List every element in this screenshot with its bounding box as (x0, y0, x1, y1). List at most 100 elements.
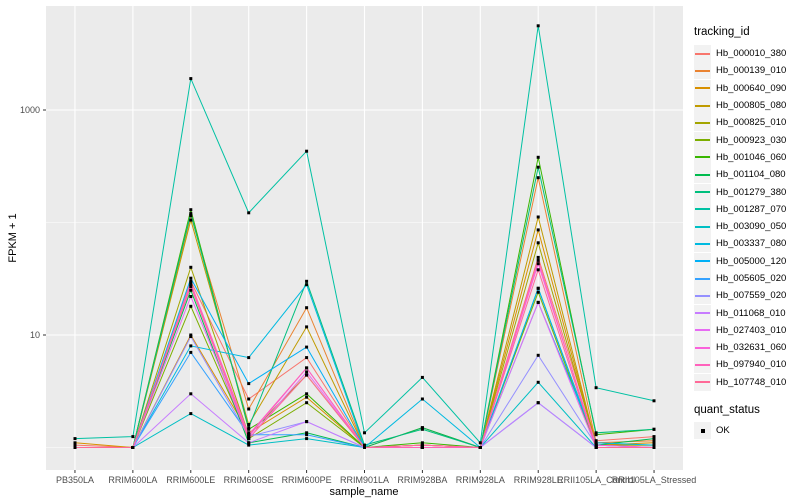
data-point (189, 335, 193, 338)
y-tick-label-1000: 1000 (19, 105, 40, 115)
x-tick-label-RRIM600SE: RRIM600SE (223, 475, 274, 485)
data-point (305, 279, 309, 283)
legend-line-icon (695, 121, 710, 124)
data-point (73, 443, 77, 447)
legend-label: Hb_000923_030 (716, 134, 787, 146)
data-point (536, 165, 540, 169)
data-point (363, 431, 366, 435)
data-point (305, 345, 309, 349)
data-point (189, 218, 193, 222)
data-point (536, 353, 540, 357)
data-point (420, 427, 424, 431)
x-tick-label-RRII105LA_Stressed: RRII105LA_Stressed (611, 475, 697, 485)
legend-key-swatch (694, 166, 711, 184)
legend-line-icon (695, 312, 710, 315)
legend-line-icon (695, 52, 710, 55)
legend-item-Hb_003337_080: Hb_003337_080 (694, 235, 800, 253)
data-point (536, 262, 540, 266)
data-point (420, 441, 424, 445)
legend-line-icon (695, 87, 710, 90)
data-point (189, 350, 193, 354)
legend-line-icon (695, 225, 710, 228)
data-point (305, 306, 309, 310)
data-point (247, 427, 251, 431)
x-tick-label-RRIM928LE: RRIM928LE (513, 475, 563, 485)
legend-key-swatch (694, 97, 711, 115)
legend-key-swatch (694, 114, 711, 132)
data-point (189, 279, 193, 283)
data-point (594, 441, 598, 445)
data-point (652, 443, 656, 447)
legend-key-swatch (694, 183, 711, 201)
legend-line-icon (695, 329, 710, 332)
y-axis-title: FPKM + 1 (7, 213, 19, 263)
legend-key-swatch (694, 131, 711, 149)
legend-line-icon (695, 208, 710, 211)
legend-key-swatch (694, 218, 711, 236)
legend-key-swatch (694, 148, 711, 166)
data-point (189, 214, 193, 218)
x-tick-label-RRIM600LA: RRIM600LA (108, 475, 158, 485)
data-point (305, 401, 309, 405)
legend-key-swatch (694, 422, 711, 440)
legend-label: Hb_001279_380 (716, 186, 787, 198)
legend-item-Hb_000825_010: Hb_000825_010 (694, 114, 800, 132)
data-point (189, 212, 193, 216)
legend-item-Hb_000139_010: Hb_000139_010 (694, 62, 800, 80)
legend-label: Hb_003090_050 (716, 221, 787, 233)
legend-key-swatch (694, 287, 711, 305)
data-point (536, 286, 540, 290)
data-point (305, 373, 309, 377)
legend-item-Hb_005605_020: Hb_005605_020 (694, 270, 800, 287)
legend-label: Hb_097940_010 (716, 359, 787, 371)
data-point (363, 443, 366, 447)
black-square-point-icon (700, 428, 705, 433)
data-point (305, 437, 309, 441)
data-point (536, 24, 540, 28)
legend-label: Hb_011068_010 (716, 307, 786, 319)
data-point (420, 397, 424, 401)
quant-legend-item-OK: OK (694, 422, 800, 440)
data-point (594, 386, 598, 390)
data-point (189, 285, 193, 288)
data-point (189, 288, 193, 292)
x-tick-label-PB350LA: PB350LA (55, 475, 94, 485)
legend-item-Hb_001287_070: Hb_001287_070 (694, 200, 800, 218)
legend-line-icon (695, 156, 710, 159)
legend-line-icon (695, 191, 710, 194)
legend-key-swatch (694, 200, 711, 218)
legend-line-icon (695, 346, 710, 349)
data-point (536, 380, 540, 384)
legend-label: Hb_000825_010 (716, 117, 787, 129)
legend-item-Hb_005000_120: Hb_005000_120 (694, 252, 800, 270)
data-point (247, 441, 251, 445)
data-point (131, 446, 135, 449)
legend-item-Hb_007559_020: Hb_007559_020 (694, 287, 800, 305)
legend-line-icon (695, 294, 710, 297)
data-point (420, 443, 424, 447)
data-point (131, 435, 135, 439)
legend-key-swatch (694, 356, 711, 374)
legend-label: Hb_001104_080 (716, 169, 786, 181)
x-tick-label-RRIM600PE: RRIM600PE (281, 475, 332, 485)
data-point (305, 420, 309, 424)
legend-line-icon (695, 363, 710, 366)
legend-item-Hb_000010_380: Hb_000010_380 (694, 45, 800, 63)
legend-line-icon (695, 381, 710, 384)
legend-items: Hb_000010_380 Hb_000139_010 Hb_000640_090 H… (694, 45, 800, 391)
data-point (189, 295, 193, 298)
x-axis-title: sample_name (329, 486, 399, 498)
legend-label: Hb_005000_120 (716, 255, 787, 267)
data-point (247, 407, 251, 411)
legend-label: Hb_000805_080 (716, 100, 787, 112)
legend-item-Hb_001279_380: Hb_001279_380 (694, 183, 800, 201)
data-point (247, 437, 251, 441)
data-point (536, 300, 540, 304)
legend-key-swatch (694, 339, 711, 357)
legend-line-icon (695, 242, 710, 245)
data-point (189, 208, 193, 212)
data-point (305, 325, 309, 329)
legend-key-swatch (694, 62, 711, 80)
data-point (536, 241, 540, 245)
